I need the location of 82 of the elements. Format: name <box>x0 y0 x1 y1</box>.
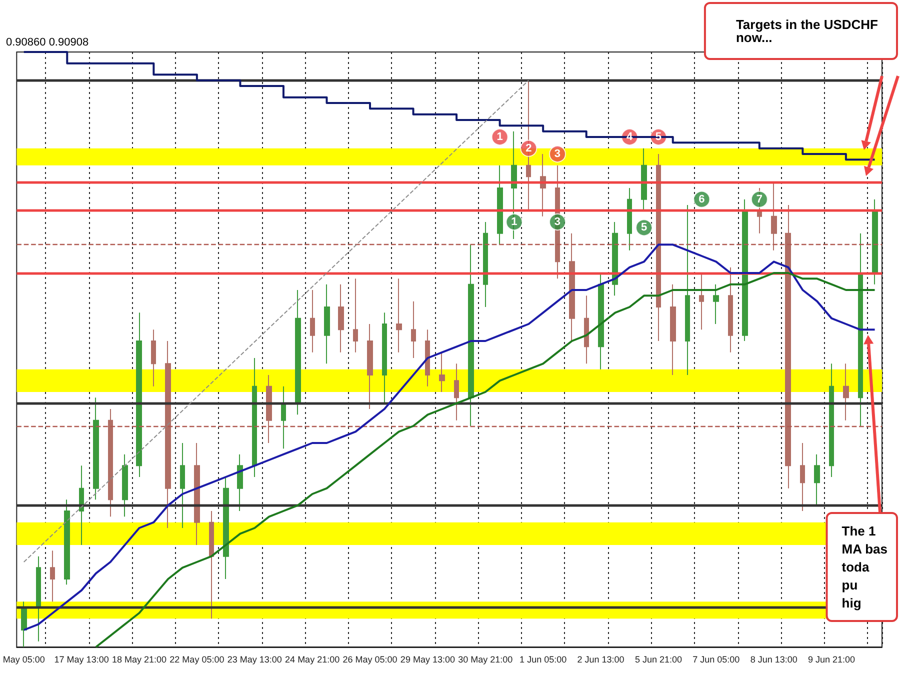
candlestick <box>367 324 373 410</box>
candlestick <box>295 290 301 416</box>
candlestick <box>237 454 243 512</box>
annotation: 7 <box>756 193 762 206</box>
candlestick <box>64 499 70 586</box>
candlestick <box>223 476 229 580</box>
annotation: 3 <box>554 216 561 228</box>
candlestick <box>425 329 430 387</box>
x-tick-label: 29 May 13:00 <box>400 654 455 664</box>
candlestick <box>136 312 142 478</box>
candlestick <box>194 442 200 546</box>
candlestick <box>396 278 402 353</box>
x-tick-label: 1 Jun 05:00 <box>520 654 567 664</box>
candlestick <box>699 272 704 330</box>
candlestick <box>36 556 41 642</box>
candlestick <box>814 454 820 506</box>
candlestick <box>151 329 156 387</box>
candlestick <box>50 550 55 602</box>
candlestick <box>511 130 517 240</box>
candlestick <box>382 312 387 404</box>
text: 0.90860 0.90908 <box>6 36 89 48</box>
candlestick <box>872 198 878 285</box>
candlestick <box>627 188 632 251</box>
candlestick <box>209 510 214 620</box>
candlestick <box>411 300 416 358</box>
annotation: 5 <box>640 222 648 234</box>
candlestick <box>324 284 330 364</box>
x-tick-label: 18 May 21:00 <box>112 654 167 664</box>
candlestick <box>829 363 834 478</box>
annotation: The 1 MA bas toda pu hig <box>842 524 888 610</box>
text: Targets in the USDCHF now... <box>736 17 878 45</box>
candlestick <box>108 408 113 518</box>
candlestick <box>281 386 286 450</box>
candlestick <box>598 272 604 370</box>
candlestick <box>266 374 272 444</box>
candlestick <box>122 454 128 518</box>
candlestick <box>165 340 171 528</box>
candlestick <box>454 363 459 421</box>
x-tick-label: 24 May 21:00 <box>285 654 340 664</box>
candlestick <box>656 154 661 342</box>
x-tick-label: May 05:00 <box>2 654 45 664</box>
x-tick-label: 8 Jun 13:00 <box>750 654 798 664</box>
candlestick <box>569 232 575 342</box>
candlestick <box>742 198 748 342</box>
candlestick <box>483 222 488 308</box>
candlestick <box>670 284 676 376</box>
candlestick <box>93 397 99 500</box>
annotation: 2 <box>526 142 532 154</box>
x-tick-label: 26 May 05:00 <box>342 654 398 664</box>
x-tick-label: 9 Jun 21:00 <box>808 654 856 664</box>
x-tick-label: 7 Jun 05:00 <box>692 654 740 664</box>
candlestick <box>713 284 719 324</box>
candlestick <box>685 204 690 376</box>
candlestick <box>858 232 863 426</box>
annotation: 6 <box>698 193 705 206</box>
candlestick <box>353 278 358 353</box>
candlestick <box>21 601 27 648</box>
candlestick <box>79 465 84 546</box>
candlestick <box>728 266 733 353</box>
x-tick-label: 30 May 21:00 <box>458 654 513 664</box>
x-tick-label: 2 Jun 13:00 <box>577 654 624 664</box>
x-tick-label: 17 May 13:00 <box>54 654 109 664</box>
candlestick <box>785 204 791 489</box>
candlestick <box>584 295 589 364</box>
candlestick <box>641 148 647 212</box>
candlestick <box>800 442 805 512</box>
candlestick <box>771 182 777 251</box>
candlestick <box>526 80 531 212</box>
candlestick <box>180 442 185 528</box>
candlestick <box>439 352 445 392</box>
candlestick <box>497 164 503 246</box>
x-tick-label: 22 May 05:00 <box>170 654 224 664</box>
candlestick <box>468 244 474 426</box>
annotation: 1 <box>511 216 518 228</box>
candlestick <box>338 284 344 353</box>
candlestick <box>310 290 315 353</box>
x-tick-label: 23 May 13:00 <box>227 654 282 664</box>
candlestick <box>252 358 257 478</box>
candlestick <box>843 363 849 421</box>
annotation: 1 <box>496 131 503 143</box>
x-tick-label: 5 Jun 21:00 <box>634 654 682 664</box>
annotation: 3 <box>554 148 561 160</box>
